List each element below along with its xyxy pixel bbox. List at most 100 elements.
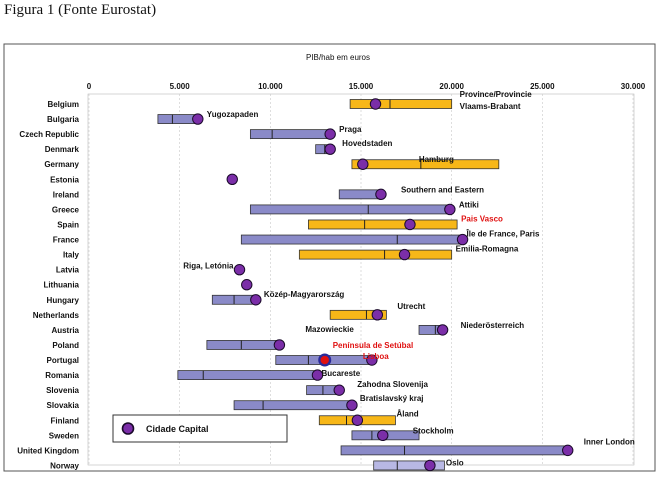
region-label-austria: Niederösterreich <box>461 321 525 330</box>
region-label-norway: Oslo <box>446 458 464 467</box>
region-label-slovakia: Bratislavský kraj <box>360 394 424 403</box>
country-label-italy: Italy <box>63 251 80 260</box>
chart-title: PIB/hab em euros <box>306 53 370 62</box>
region-label-hungary: Közép-Magyarország <box>264 290 345 299</box>
row-slovakia: Slovakia <box>47 399 358 411</box>
capital-dot-france <box>456 233 469 246</box>
region-label-italy: Emilia-Romagna <box>456 245 519 254</box>
x-tick-label: 15.000 <box>349 82 374 91</box>
range-bar-france <box>240 234 463 245</box>
region-label-finland: Åland <box>396 409 418 418</box>
row-netherlands: Netherlands <box>33 309 387 321</box>
range-bar-slovakia <box>233 400 353 411</box>
country-label-slovakia: Slovakia <box>47 401 80 410</box>
region-label-spain: Pais Vasco <box>461 214 503 223</box>
capital-dot-portugal <box>366 354 378 366</box>
x-tick-label: 5.000 <box>170 82 191 91</box>
range-bar-norway <box>373 460 445 471</box>
capital-dot-united-kingdom <box>562 444 574 457</box>
x-tick-label: 30.000 <box>621 82 646 91</box>
row-united-kingdom: United Kingdom <box>17 444 574 457</box>
capital-dot-slovakia <box>346 399 358 411</box>
row-slovenia: Slovenia <box>46 384 345 396</box>
row-greece: Greece <box>52 203 456 216</box>
country-label-czech-republic: Czech Republic <box>19 130 79 139</box>
row-finland: Finland <box>51 414 396 426</box>
region-label-denmark: Hovedstaden <box>342 139 392 148</box>
row-czech-republic: Czech Republic <box>19 128 336 140</box>
range-bar-greece <box>249 204 451 215</box>
country-label-ireland: Ireland <box>53 190 79 199</box>
region-labels: Province/Provincie Vlaams-Brabant Yugozapa… <box>183 90 635 467</box>
chart-rows: Belgium Bulgaria Czech Republic Denmark Germ… <box>17 98 574 472</box>
highlight-label-portugal: Península de Setúbal <box>333 341 413 350</box>
range-bar-romania <box>177 370 318 380</box>
row-poland: Poland <box>52 339 286 351</box>
range-bar-poland <box>206 340 280 350</box>
country-label-estonia: Estonia <box>50 175 79 184</box>
country-label-norway: Norway <box>50 461 79 470</box>
row-bulgaria: Bulgaria <box>47 113 204 125</box>
capital-dot-finland <box>351 414 364 426</box>
capital-dot-slovenia <box>333 384 345 396</box>
range-bar-italy <box>298 249 453 260</box>
row-sweden: Sweden <box>49 429 420 442</box>
country-label-bulgaria: Bulgaria <box>47 115 80 124</box>
capital-dot-netherlands <box>371 309 384 321</box>
country-label-austria: Austria <box>51 326 79 335</box>
capital-dot-austria <box>436 324 449 336</box>
highlight-dot-portugal <box>320 355 329 365</box>
region-label-romania: Bucareste <box>321 369 360 378</box>
capital-dot-lithuania <box>241 279 253 291</box>
row-lithuania: Lithuania <box>43 279 253 291</box>
x-axis: 0 5.000 10.000 15.000 20.000 25.000 30.000 <box>87 82 646 91</box>
row-germany: Germany <box>44 158 500 170</box>
region-label-slovenia: Zahodna Slovenija <box>357 380 428 389</box>
region-label-greece: Attiki <box>459 200 479 209</box>
region-label-germany: Hamburg <box>419 155 454 164</box>
region-label-ireland: Southern and Eastern <box>401 185 484 194</box>
country-label-finland: Finland <box>51 416 80 425</box>
row-norway: Norway <box>50 459 445 472</box>
country-label-romania: Romania <box>45 371 79 380</box>
legend: Cidade Capital <box>112 414 288 443</box>
range-bar-belgium <box>349 99 453 109</box>
capital-dot-estonia <box>226 173 238 186</box>
country-label-france: France <box>53 236 80 245</box>
country-label-poland: Poland <box>52 341 79 350</box>
row-austria: Austria <box>51 324 449 336</box>
capital-dot-belgium <box>369 98 382 110</box>
country-label-portugal: Portugal <box>47 356 79 365</box>
region-label-netherlands: Utrecht <box>397 302 425 311</box>
range-bar-netherlands <box>329 309 387 320</box>
range-bar-spain <box>308 219 458 230</box>
capital-dot-hungary <box>250 294 262 306</box>
capital-dot-denmark <box>324 143 336 155</box>
row-spain: Spain <box>57 218 458 231</box>
row-denmark: Denmark <box>45 143 336 155</box>
country-label-slovenia: Slovenia <box>46 386 79 395</box>
country-label-latvia: Latvia <box>56 266 80 275</box>
x-tick-label: 20.000 <box>439 82 464 91</box>
row-belgium: Belgium <box>47 98 453 110</box>
capital-dot-bulgaria <box>192 113 204 125</box>
region-label-united-kingdom: Inner London <box>584 437 635 446</box>
x-tick-label: 0 <box>87 82 92 91</box>
country-label-denmark: Denmark <box>45 145 80 154</box>
capital-dot-ireland <box>375 188 387 201</box>
row-portugal: Portugal <box>47 353 378 367</box>
row-ireland: Ireland <box>53 188 387 201</box>
x-tick-label: 25.000 <box>530 82 555 91</box>
range-bar-united-kingdom <box>340 445 569 456</box>
capital-dot-italy <box>398 248 411 261</box>
country-label-germany: Germany <box>44 160 79 169</box>
country-label-sweden: Sweden <box>49 431 79 440</box>
region-label-czech-republic: Praga <box>339 125 362 134</box>
region-label-sweden: Stockholm <box>413 426 454 435</box>
legend-label: Cidade Capital <box>146 424 209 434</box>
legend-marker-capital <box>121 422 135 435</box>
country-label-lithuania: Lithuania <box>43 281 79 290</box>
country-label-hungary: Hungary <box>47 296 80 305</box>
country-label-spain: Spain <box>57 220 79 229</box>
